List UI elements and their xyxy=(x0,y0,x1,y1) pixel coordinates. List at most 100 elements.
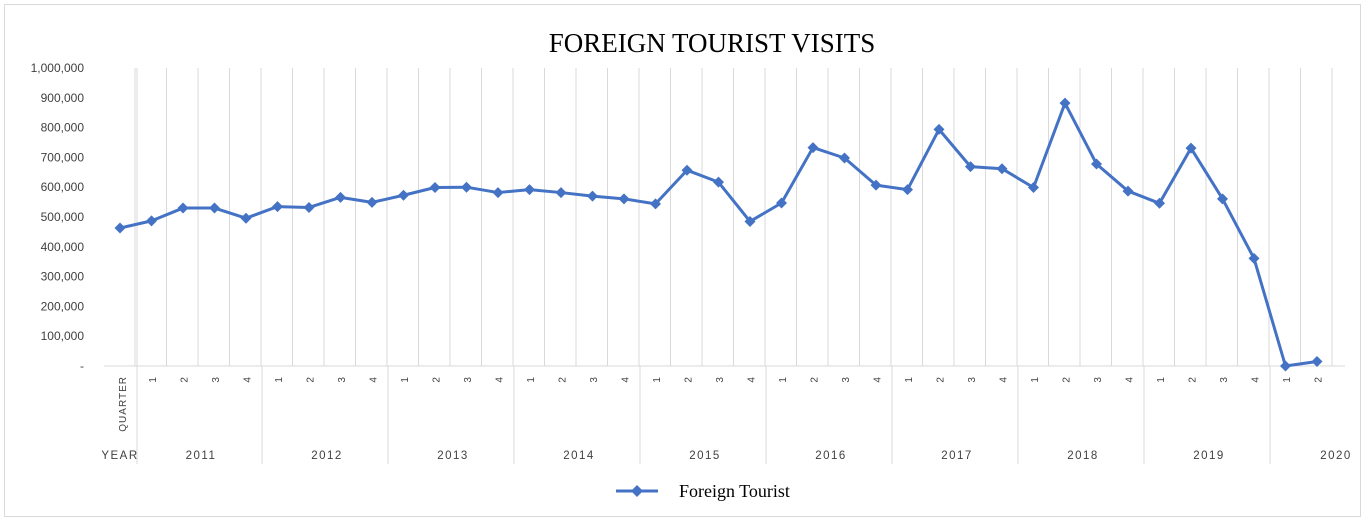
chart-title: FOREIGN TOURIST VISITS xyxy=(549,28,876,58)
quarter-tick-label: 2 xyxy=(1062,376,1073,383)
year-label: 2012 xyxy=(311,450,343,462)
quarter-tick-label: 1 xyxy=(904,376,915,383)
quarter-tick-label: 3 xyxy=(967,376,978,383)
data-point-marker xyxy=(650,198,661,210)
quarter-tick-label: 1 xyxy=(1156,376,1167,383)
legend-diamond-marker xyxy=(631,485,643,497)
quarter-tick-label: 4 xyxy=(747,376,758,383)
data-point-marker xyxy=(524,184,535,196)
data-point-marker xyxy=(870,179,882,191)
data-point-marker xyxy=(1091,158,1102,170)
year-label: 2013 xyxy=(437,450,469,462)
quarter-tick-label: 2 xyxy=(1188,376,1199,383)
data-point-marker xyxy=(965,161,976,173)
quarter-tick-label: 3 xyxy=(463,376,474,383)
y-tick-label: - xyxy=(80,359,84,373)
quarter-tick-label: 1 xyxy=(1030,376,1041,383)
data-point-marker xyxy=(398,189,409,201)
y-tick-label: 700,000 xyxy=(41,150,85,164)
data-point-marker xyxy=(618,193,630,205)
data-point-marker xyxy=(1217,193,1228,205)
data-point-marker xyxy=(177,202,189,214)
data-point-marker xyxy=(1311,356,1323,368)
data-point-marker xyxy=(807,142,819,154)
quarter-tick-label: 2 xyxy=(1314,376,1325,383)
quarter-tick-label: 4 xyxy=(1251,376,1262,383)
data-point-marker xyxy=(209,202,220,214)
y-axis: - 100,000 200,000 300,000 400,000 500,000 600,… xyxy=(31,61,1345,373)
quarter-tick-label: 4 xyxy=(1125,376,1136,383)
data-point-marker xyxy=(146,215,157,227)
data-point-marker xyxy=(429,181,441,193)
data-point-marker xyxy=(1248,252,1260,264)
year-label: 2014 xyxy=(563,450,595,462)
quarter-tick-label: 2 xyxy=(558,376,569,383)
data-point-marker xyxy=(933,123,945,135)
series-layer xyxy=(114,97,1323,372)
quarter-tick-label: 1 xyxy=(148,376,159,383)
y-tick-label: 200,000 xyxy=(41,299,85,313)
data-point-marker xyxy=(114,222,126,234)
quarter-tick-label: 3 xyxy=(1219,376,1230,383)
quarter-tick-label: 4 xyxy=(621,376,632,383)
quarter-tick-label: 1 xyxy=(274,376,285,383)
data-point-marker xyxy=(1059,97,1071,109)
data-point-marker xyxy=(335,191,346,203)
quarter-tick-label: 1 xyxy=(652,376,663,383)
data-point-marker xyxy=(1154,197,1165,209)
quarter-tick-label: 3 xyxy=(1093,376,1104,383)
quarter-tick-label: 3 xyxy=(715,376,726,383)
data-point-marker xyxy=(272,201,283,213)
data-point-marker xyxy=(744,215,756,227)
year-dividers xyxy=(261,366,1271,464)
data-point-marker xyxy=(902,184,913,196)
y-tick-label: 500,000 xyxy=(41,210,85,224)
quarter-tick-label: 3 xyxy=(841,376,852,383)
data-point-marker xyxy=(366,196,378,208)
data-point-marker xyxy=(1122,185,1134,197)
quarter-tick-label: 4 xyxy=(873,376,884,383)
y-tick-label: 400,000 xyxy=(41,240,85,254)
y-tick-label: 800,000 xyxy=(41,121,85,135)
x-axis: QUARTER YEAR 1 2 3 4 1 2 3 4 1 2 3 4 1 2 3 4 1 2 3 4 1 2 3 4 1 2 3 4 1… xyxy=(101,376,1352,462)
vertical-gridlines xyxy=(134,68,1333,464)
data-point-marker xyxy=(1028,181,1039,193)
year-header: YEAR xyxy=(101,450,138,462)
series-line xyxy=(119,101,1318,368)
quarter-tick-label: 3 xyxy=(589,376,600,383)
chart-frame xyxy=(4,4,1361,517)
quarter-tick-label: 3 xyxy=(337,376,348,383)
quarter-tick-label: 2 xyxy=(306,376,317,383)
quarter-tick-label: 4 xyxy=(369,376,380,383)
data-point-marker xyxy=(776,197,787,209)
quarter-tick-label: 1 xyxy=(526,376,537,383)
data-point-marker xyxy=(461,181,472,193)
quarter-tick-label: 2 xyxy=(684,376,695,383)
data-point-marker xyxy=(839,152,850,164)
quarter-tick-label: 1 xyxy=(1282,376,1293,383)
year-label: 2016 xyxy=(815,450,847,462)
quarter-tick-label: 1 xyxy=(778,376,789,383)
data-point-marker xyxy=(492,187,504,199)
year-label: 2015 xyxy=(689,450,721,462)
quarter-tick-label: 2 xyxy=(936,376,947,383)
data-point-marker xyxy=(240,212,252,224)
data-point-marker xyxy=(996,163,1008,175)
quarter-tick-label: 1 xyxy=(400,376,411,383)
quarter-tick-label: 2 xyxy=(432,376,443,383)
legend-label: Foreign Tourist xyxy=(679,481,790,501)
quarter-tick-label: 4 xyxy=(495,376,506,383)
legend: Foreign Tourist xyxy=(616,481,790,501)
y-tick-label: 600,000 xyxy=(41,180,85,194)
data-point-marker xyxy=(1280,360,1291,372)
quarter-tick-label: 3 xyxy=(211,376,222,383)
y-tick-label: 900,000 xyxy=(41,91,85,105)
data-point-marker xyxy=(713,176,724,188)
quarter-tick-label: 4 xyxy=(243,376,254,383)
y-tick-label: 1,000,000 xyxy=(31,61,85,75)
y-tick-label: 300,000 xyxy=(41,270,85,284)
year-label: 2018 xyxy=(1067,450,1099,462)
quarter-tick-label: 4 xyxy=(999,376,1010,383)
year-label: 2020 xyxy=(1320,450,1352,462)
